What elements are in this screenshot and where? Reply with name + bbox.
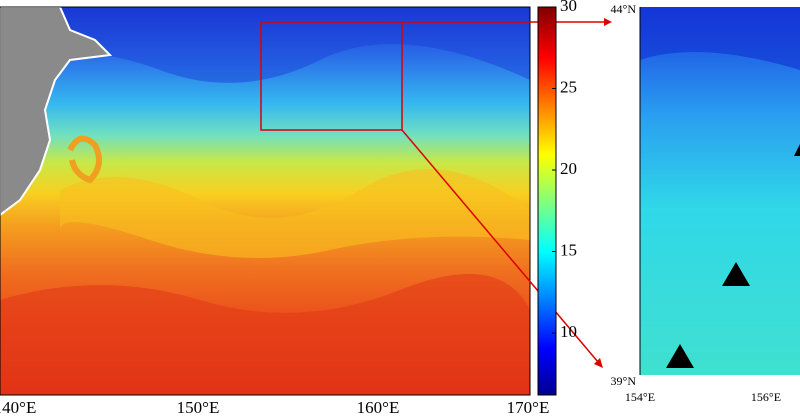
arrowhead [604, 18, 612, 26]
inset-box [260, 21, 403, 131]
colorbar-tick-label: 20 [560, 159, 577, 178]
warm-water [0, 274, 530, 395]
colorbar-tick-label: 15 [560, 240, 577, 259]
land [0, 6, 113, 217]
map-frame [0, 6, 531, 396]
lon-label: 156°E [751, 390, 781, 404]
x-tick-label: 170°E [507, 398, 550, 417]
cold-water [0, 7, 530, 83]
x-tick-label: 160°E [357, 398, 400, 417]
lon-label: 154°E [625, 390, 655, 404]
colorbar-tick-label: 25 [560, 77, 577, 96]
x-tick-label: 140°E [0, 398, 36, 417]
station [666, 344, 694, 368]
lat-label: 39°N [611, 374, 637, 388]
station [794, 144, 800, 156]
colorbar-tick-label: 30 [560, 0, 577, 15]
station [722, 262, 750, 286]
lat-label: 44°N [611, 2, 637, 16]
arrowhead [594, 358, 603, 368]
colorbar [537, 6, 557, 396]
inset-field [640, 7, 800, 375]
eddy [67, 135, 102, 184]
warm-band [60, 169, 530, 258]
colorbar-tick-label: 10 [560, 322, 577, 341]
x-tick-label: 150°E [177, 398, 220, 417]
arrow [401, 129, 599, 363]
inset-cold [640, 7, 800, 70]
